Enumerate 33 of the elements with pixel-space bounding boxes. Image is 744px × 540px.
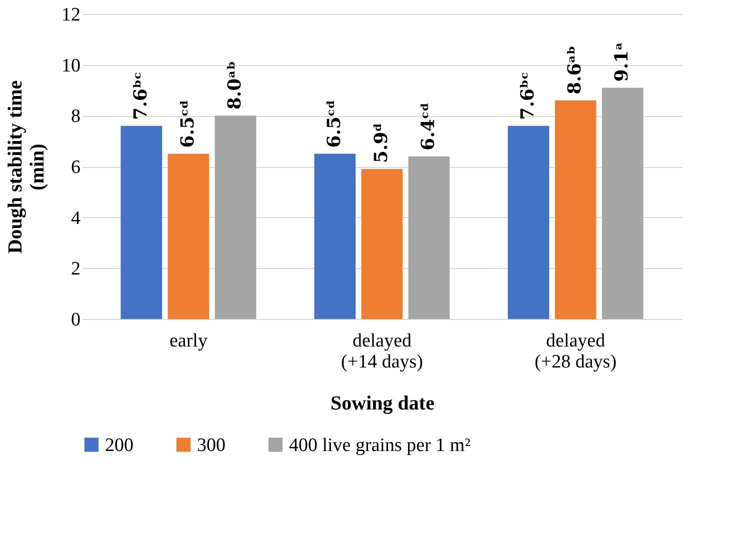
x-tick-label: delayed (+28 days)	[534, 330, 617, 372]
data-label: 6.5ᶜᵈ	[177, 100, 198, 148]
x-tick-label: early	[169, 330, 208, 352]
bar	[508, 126, 550, 319]
bar	[361, 169, 403, 319]
legend-label: 400 live grains per 1 m²	[289, 434, 471, 456]
y-axis-title: Dough stability time (min)	[4, 80, 48, 254]
data-label: 7.6ᵇᶜ	[130, 72, 152, 120]
y-tick-label: 10	[62, 55, 80, 76]
data-label: 9.1ᵃ	[612, 42, 633, 82]
bar	[120, 126, 162, 319]
y-tick-label: 0	[71, 310, 80, 330]
y-tick-label: 12	[62, 4, 80, 26]
y-tick-label: 2	[71, 258, 80, 280]
bar	[314, 154, 356, 319]
data-label: 6.5ᶜᵈ	[324, 100, 345, 148]
data-label: 6.4ᶜᵈ	[418, 102, 440, 150]
data-label: 5.9ᵈ	[371, 122, 392, 164]
y-tick-label: 6	[71, 157, 80, 178]
data-label: 8.0ᵃᵇ	[224, 60, 246, 110]
data-label: 8.6ᵃᵇ	[564, 46, 586, 94]
bar	[214, 116, 256, 319]
legend-label: 200	[105, 434, 134, 456]
bar	[602, 88, 644, 319]
bar	[408, 156, 450, 319]
y-tick-label: 4	[71, 208, 81, 229]
y-tick-label: 8	[71, 106, 80, 128]
x-tick-label: delayed (+14 days)	[341, 330, 423, 372]
bar	[554, 100, 596, 319]
data-label: 7.6ᵇᶜ	[518, 72, 539, 120]
x-axis-title: Sowing date	[330, 392, 435, 414]
legend-label: 300	[197, 434, 226, 456]
bar	[168, 154, 210, 319]
